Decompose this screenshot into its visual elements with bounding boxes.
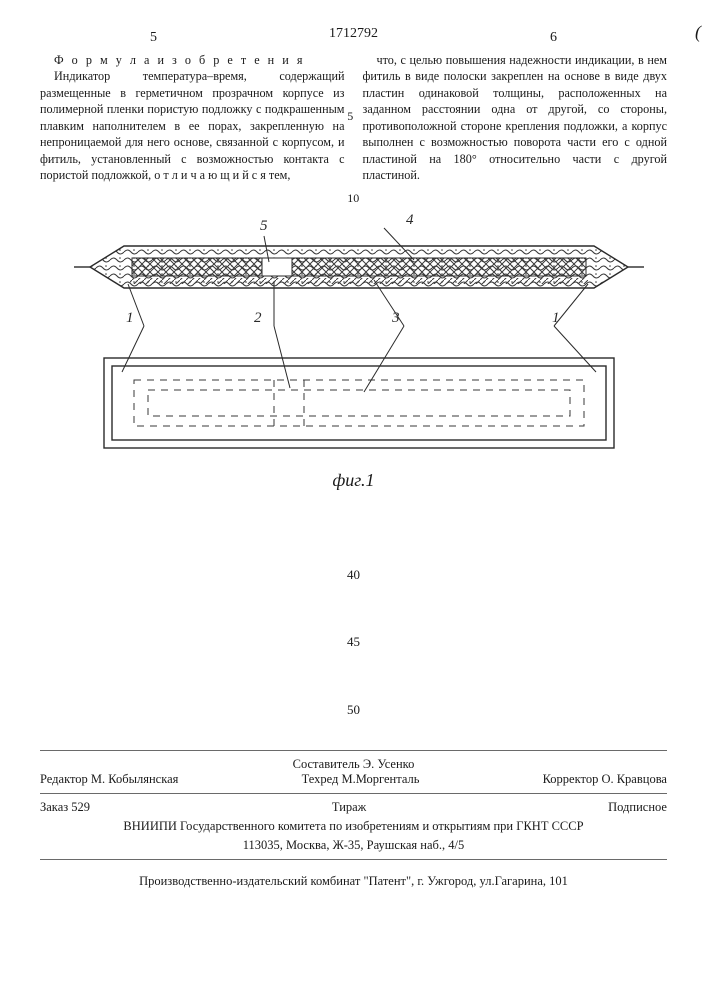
figure-label-1a: 1 — [126, 310, 134, 326]
techred: Техред М.Моргенталь — [302, 772, 420, 787]
document-number: 1712792 — [0, 26, 707, 42]
line-number-5: 5 — [347, 108, 353, 124]
divider-top — [40, 750, 667, 751]
figure-label-4: 4 — [406, 212, 414, 228]
claim-right: что, с целью повышения надежности индика… — [363, 52, 668, 184]
line-number-10: 10 — [347, 190, 359, 206]
figure-1: 541231 фиг.1 — [40, 208, 667, 491]
divider-bottom — [40, 859, 667, 860]
compiler: Составитель Э. Усенко — [40, 757, 667, 772]
corrector: Корректор О. Кравцова — [543, 772, 667, 787]
tirazh: Тираж — [332, 800, 366, 815]
order-number: Заказ 529 — [40, 800, 90, 815]
claim-left: Индикатор температура–время, содержащий … — [40, 68, 345, 183]
line-number-45: 45 — [40, 608, 667, 676]
line-number-40: 40 — [40, 541, 667, 609]
institution-address: 113035, Москва, Ж-35, Раушская наб., 4/5 — [40, 838, 667, 853]
figure-caption: фиг.1 — [40, 470, 667, 491]
divider-mid — [40, 793, 667, 794]
subscribed: Подписное — [608, 800, 667, 815]
footer-printer: Производственно-издательский комбинат "П… — [40, 874, 667, 889]
formula-heading: Ф о р м у л а и з о б р е т е н и я — [54, 53, 305, 67]
editor: Редактор М. Кобылянская — [40, 772, 178, 787]
two-column-text: Ф о р м у л а и з о б р е т е н и я Инди… — [40, 52, 667, 184]
line-number-50: 50 — [40, 676, 667, 744]
figure-label-5: 5 — [260, 218, 268, 234]
figure-label-2: 2 — [254, 310, 262, 326]
institution: ВНИИПИ Государственного комитета по изоб… — [40, 819, 667, 834]
